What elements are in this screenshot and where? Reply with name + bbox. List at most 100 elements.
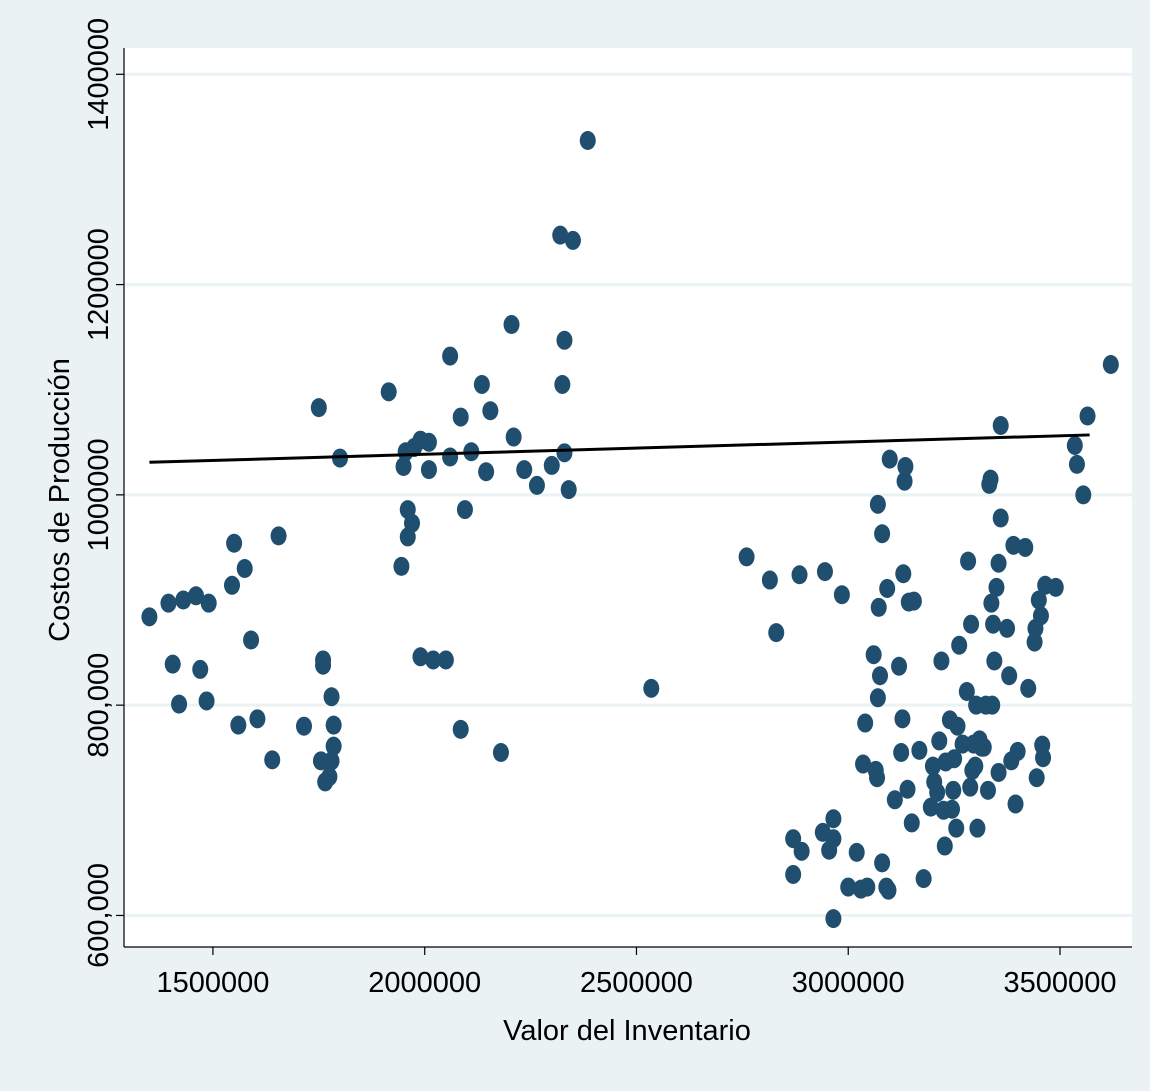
data-point (564, 230, 581, 250)
data-point (879, 578, 896, 598)
data-point (791, 565, 808, 585)
data-point (982, 469, 999, 489)
data-point (880, 880, 897, 900)
data-point (503, 315, 520, 335)
data-point (412, 647, 429, 667)
data-point (1007, 794, 1024, 814)
data-point (958, 681, 975, 701)
data-point (482, 401, 499, 421)
data-point (986, 651, 1003, 671)
data-point (931, 731, 948, 751)
data-point (380, 382, 397, 402)
data-point (872, 666, 888, 686)
data-point (224, 575, 240, 595)
data-point (310, 398, 327, 418)
data-point (393, 556, 410, 576)
data-point (896, 471, 913, 491)
data-point (988, 577, 1005, 597)
data-point (171, 694, 188, 714)
y-axis-label: Costos de Producción (44, 358, 76, 642)
data-point (323, 687, 340, 707)
data-point (315, 655, 332, 675)
data-point (420, 460, 437, 480)
data-point (869, 768, 886, 788)
x-tick-label: 1500000 (156, 967, 269, 999)
data-point (226, 533, 243, 553)
data-point (323, 751, 340, 771)
data-point (992, 415, 1009, 435)
data-point (452, 407, 469, 427)
data-point (560, 480, 577, 500)
fit-line (149, 433, 1090, 464)
data-point (505, 427, 522, 447)
data-point (1026, 632, 1043, 652)
data-point (894, 709, 911, 729)
data-point (999, 618, 1016, 638)
data-point (1102, 354, 1119, 374)
data-point (967, 756, 984, 776)
data-point (969, 818, 986, 838)
data-point (825, 829, 842, 849)
data-point (325, 715, 342, 735)
data-point (452, 719, 469, 739)
y-tick-label: 1200000 (83, 228, 115, 341)
data-point (954, 734, 971, 754)
data-point (1005, 535, 1022, 555)
data-point (1079, 406, 1096, 426)
data-point (420, 432, 437, 452)
data-point (886, 790, 903, 810)
data-point (442, 447, 459, 467)
data-point (1047, 577, 1064, 597)
data-point (200, 593, 217, 613)
x-tick-label: 2500000 (580, 967, 693, 999)
data-point (554, 374, 571, 394)
grid-lines (124, 72, 1132, 917)
data-point (870, 597, 887, 617)
data-point (1020, 678, 1037, 698)
data-point (175, 590, 192, 610)
data-point (960, 551, 977, 571)
data-point (1028, 768, 1045, 788)
data-point (903, 813, 920, 833)
data-point (980, 780, 996, 800)
data-point (859, 877, 876, 897)
data-point (198, 691, 215, 711)
data-point (643, 678, 660, 698)
data-point (951, 635, 968, 655)
data-point (1075, 485, 1092, 505)
data-point (164, 654, 181, 674)
data-point (264, 750, 281, 770)
data-point (270, 526, 287, 546)
data-point (425, 650, 442, 670)
data-point (865, 645, 882, 665)
data-point (962, 777, 979, 797)
data-point (840, 877, 857, 897)
plot-area (124, 48, 1132, 947)
data-point (296, 716, 312, 736)
data-point (793, 841, 810, 861)
data-point (816, 562, 833, 582)
data-point (944, 799, 960, 819)
data-point (473, 374, 490, 394)
data-point (528, 475, 545, 495)
data-point (321, 767, 338, 787)
data-point (911, 740, 928, 760)
data-point (785, 864, 802, 884)
data-point (192, 659, 209, 679)
data-point (1001, 666, 1018, 686)
data-point (492, 742, 509, 762)
data-points (141, 131, 1119, 929)
data-point (933, 651, 950, 671)
data-point (236, 558, 253, 578)
fit-line-layer (149, 433, 1090, 464)
data-point (404, 513, 420, 533)
data-point (936, 836, 953, 856)
data-point (990, 762, 1007, 782)
data-point (915, 869, 932, 889)
data-point (855, 754, 872, 774)
data-point (984, 695, 1001, 715)
data-point (552, 225, 569, 245)
data-point (874, 853, 891, 873)
